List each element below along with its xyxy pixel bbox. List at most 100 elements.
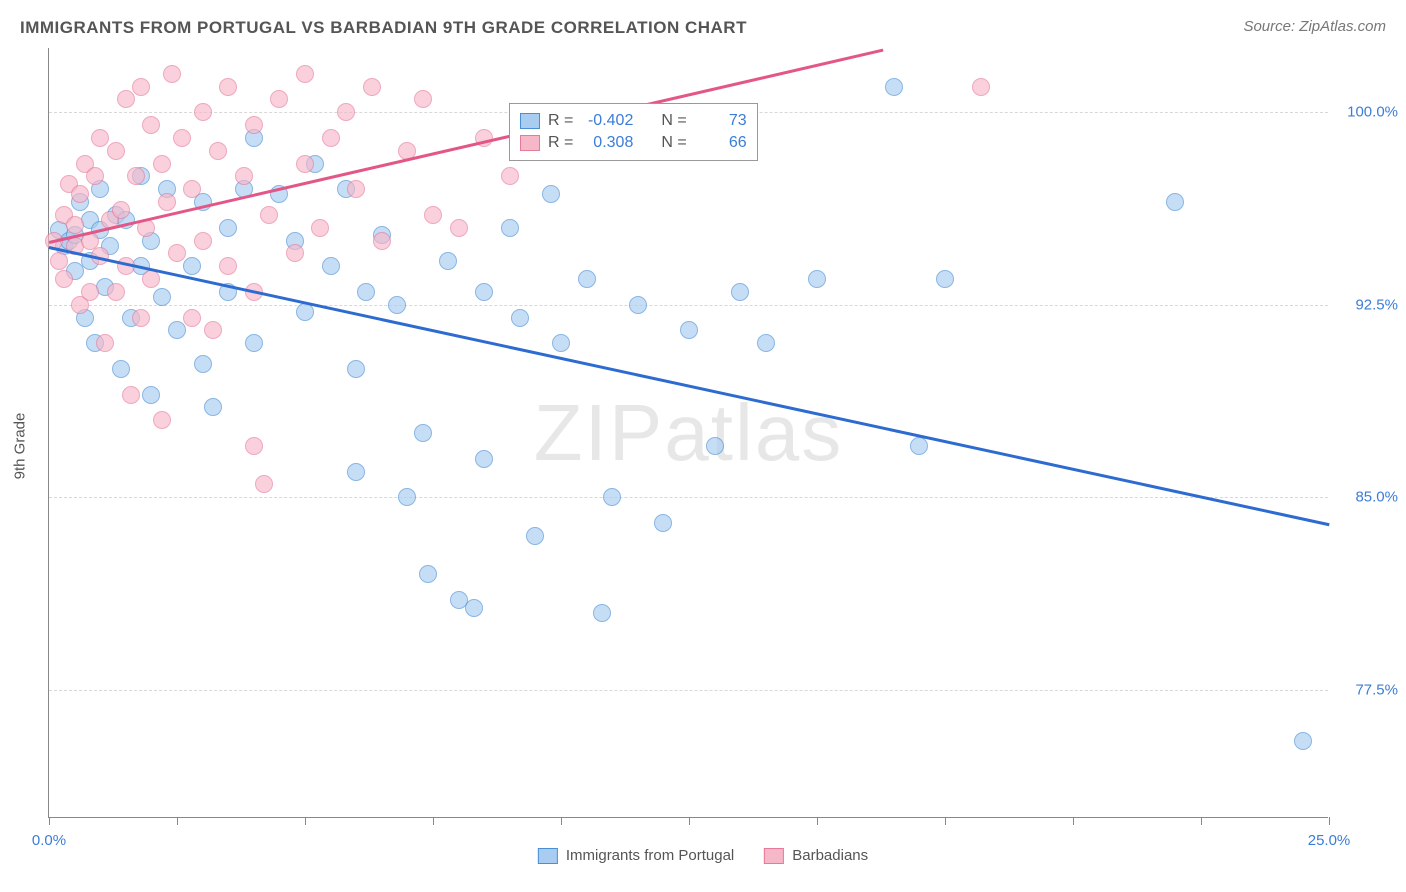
scatter-point <box>593 604 611 622</box>
scatter-point <box>511 309 529 327</box>
scatter-point <box>194 355 212 373</box>
scatter-point <box>347 360 365 378</box>
x-tick <box>1329 817 1330 825</box>
legend-item: Barbadians <box>764 847 868 864</box>
scatter-point <box>910 437 928 455</box>
legend-item: Immigrants from Portugal <box>538 847 734 864</box>
x-tick <box>817 817 818 825</box>
legend-swatch <box>764 848 784 864</box>
x-tick <box>1073 817 1074 825</box>
scatter-point <box>414 424 432 442</box>
scatter-point <box>209 142 227 160</box>
r-value: 0.308 <box>581 132 633 154</box>
scatter-point <box>194 103 212 121</box>
r-label: R = <box>548 110 573 132</box>
x-tick-label: 0.0% <box>32 832 66 849</box>
scatter-point <box>71 185 89 203</box>
n-value: 66 <box>695 132 747 154</box>
scatter-point <box>439 252 457 270</box>
scatter-point <box>245 437 263 455</box>
y-tick-label: 85.0% <box>1338 489 1398 506</box>
scatter-point <box>142 386 160 404</box>
scatter-point <box>245 116 263 134</box>
legend-label: Immigrants from Portugal <box>566 847 734 864</box>
scatter-point <box>373 232 391 250</box>
legend-swatch <box>520 113 540 129</box>
gridline <box>49 690 1328 691</box>
scatter-point <box>66 216 84 234</box>
n-label: N = <box>661 132 686 154</box>
scatter-point <box>286 244 304 262</box>
scatter-point <box>414 90 432 108</box>
scatter-point <box>86 167 104 185</box>
scatter-point <box>757 334 775 352</box>
trend-line <box>49 246 1330 526</box>
scatter-point <box>475 450 493 468</box>
scatter-point <box>680 321 698 339</box>
scatter-point <box>363 78 381 96</box>
scatter-point <box>142 270 160 288</box>
scatter-point <box>245 334 263 352</box>
scatter-point <box>107 142 125 160</box>
n-value: 73 <box>695 110 747 132</box>
scatter-point <box>311 219 329 237</box>
scatter-point <box>347 463 365 481</box>
scatter-point <box>142 116 160 134</box>
scatter-point <box>475 283 493 301</box>
scatter-point <box>885 78 903 96</box>
scatter-point <box>132 78 150 96</box>
source-attribution: Source: ZipAtlas.com <box>1243 18 1386 35</box>
scatter-point <box>183 309 201 327</box>
scatter-point <box>526 527 544 545</box>
chart-container: IMMIGRANTS FROM PORTUGAL VS BARBADIAN 9T… <box>0 0 1406 892</box>
scatter-point <box>194 232 212 250</box>
y-tick-label: 92.5% <box>1338 296 1398 313</box>
scatter-point <box>96 334 114 352</box>
scatter-point <box>357 283 375 301</box>
scatter-point <box>808 270 826 288</box>
scatter-point <box>204 398 222 416</box>
scatter-point <box>183 257 201 275</box>
scatter-point <box>419 565 437 583</box>
scatter-point <box>731 283 749 301</box>
scatter-point <box>112 360 130 378</box>
scatter-point <box>219 257 237 275</box>
scatter-point <box>117 90 135 108</box>
scatter-point <box>255 475 273 493</box>
scatter-point <box>398 488 416 506</box>
plot-area: ZIPatlas 77.5%85.0%92.5%100.0%0.0%25.0%R… <box>48 48 1328 818</box>
scatter-point <box>465 599 483 617</box>
scatter-point <box>501 167 519 185</box>
scatter-point <box>158 193 176 211</box>
stats-legend: R =-0.402N =73R =0.308N =66 <box>509 103 758 161</box>
scatter-point <box>501 219 519 237</box>
scatter-point <box>132 309 150 327</box>
scatter-point <box>168 244 186 262</box>
scatter-point <box>183 180 201 198</box>
scatter-point <box>107 283 125 301</box>
scatter-point <box>55 270 73 288</box>
scatter-point <box>50 252 68 270</box>
scatter-point <box>270 90 288 108</box>
x-tick-label: 25.0% <box>1308 832 1351 849</box>
scatter-point <box>542 185 560 203</box>
scatter-point <box>260 206 278 224</box>
scatter-point <box>219 219 237 237</box>
scatter-point <box>347 180 365 198</box>
legend-swatch <box>520 135 540 151</box>
y-tick-label: 100.0% <box>1338 104 1398 121</box>
scatter-point <box>163 65 181 83</box>
x-tick <box>433 817 434 825</box>
scatter-point <box>552 334 570 352</box>
stats-row: R =0.308N =66 <box>520 132 747 154</box>
scatter-point <box>322 257 340 275</box>
bottom-legend: Immigrants from Portugal Barbadians <box>538 847 868 864</box>
scatter-point <box>153 411 171 429</box>
scatter-point <box>168 321 186 339</box>
scatter-point <box>296 65 314 83</box>
scatter-point <box>173 129 191 147</box>
scatter-point <box>235 167 253 185</box>
x-tick <box>561 817 562 825</box>
scatter-point <box>112 201 130 219</box>
scatter-point <box>450 219 468 237</box>
